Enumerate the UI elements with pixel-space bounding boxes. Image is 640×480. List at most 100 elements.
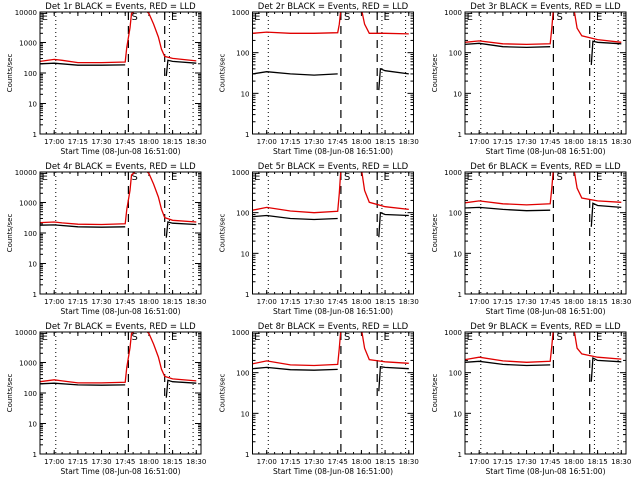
y-tick-label: 1 — [458, 291, 462, 299]
x-tick-label: 18:15 — [162, 298, 182, 306]
series-line-lld — [40, 12, 197, 64]
y-tick-label: 1 — [33, 291, 37, 299]
y-tick-label: 1000 — [19, 200, 37, 208]
y-tick-label: 10000 — [15, 169, 37, 177]
x-tick-label: 18:30 — [399, 458, 419, 466]
marker-label-s: S — [132, 332, 138, 343]
y-tick-label: 100 — [24, 230, 37, 238]
x-tick-label: 18:15 — [375, 458, 395, 466]
x-tick-label: 18:15 — [587, 138, 607, 146]
plot-frame — [39, 331, 202, 455]
series-line-lld — [252, 332, 409, 367]
chart-title: Det 8r BLACK = Events, RED = LLD — [258, 322, 409, 332]
y-tick-label: 100 — [449, 370, 462, 378]
y-axis-label: Counts/sec — [431, 374, 439, 413]
x-tick-label: 17:45 — [115, 298, 135, 306]
x-tick-label: 18:30 — [611, 458, 631, 466]
series-line-events — [252, 211, 409, 238]
plot-frame — [464, 331, 627, 455]
x-tick-label: 17:00 — [257, 138, 277, 146]
chart-panel-5: Det 5r BLACK = Events, RED = LLD Counts/s… — [219, 162, 419, 316]
marker-label-e: E — [254, 332, 260, 343]
y-tick-label: 10 — [28, 421, 37, 429]
y-axis-label: Counts/sec — [6, 214, 14, 253]
y-tick-label: 1 — [245, 291, 249, 299]
x-axis-label: Start Time (08-Jun-08 16:51:00) — [273, 147, 393, 156]
chart-title: Det 7r BLACK = Events, RED = LLD — [45, 322, 196, 332]
y-tick-label: 1000 — [19, 40, 37, 48]
plot-frame — [39, 171, 202, 295]
chart-panel-6: Det 6r BLACK = Events, RED = LLD Counts/s… — [431, 162, 631, 316]
marker-label-e: E — [254, 172, 260, 183]
x-tick-label: 18:30 — [186, 138, 206, 146]
y-tick-label: 1000 — [232, 169, 250, 177]
x-tick-label: 18:30 — [399, 138, 419, 146]
y-axis-label: Counts/sec — [219, 374, 227, 413]
x-tick-label: 17:45 — [115, 458, 135, 466]
x-tick-label: 17:00 — [469, 458, 489, 466]
x-axis-label: Start Time (08-Jun-08 16:51:00) — [486, 307, 606, 316]
x-tick-label: 18:00 — [139, 298, 159, 306]
x-tick-label: 18:30 — [186, 458, 206, 466]
x-axis-label: Start Time (08-Jun-08 16:51:00) — [273, 307, 393, 316]
y-axis-label: Counts/sec — [431, 54, 439, 93]
x-tick-label: 18:15 — [587, 298, 607, 306]
x-tick-label: 18:00 — [351, 138, 371, 146]
y-tick-label: 1000 — [232, 9, 250, 17]
x-tick-label: 17:30 — [91, 138, 111, 146]
y-tick-label: 100 — [24, 70, 37, 78]
x-tick-label: 17:45 — [328, 458, 348, 466]
plot-frame — [39, 11, 202, 135]
x-axis-label: Start Time (08-Jun-08 16:51:00) — [486, 467, 606, 476]
x-tick-label: 17:30 — [516, 138, 536, 146]
series-line-lld — [252, 12, 409, 35]
x-tick-label: 17:00 — [469, 298, 489, 306]
marker-label-e: E — [467, 172, 473, 183]
marker-label-s: S — [344, 12, 350, 23]
chart-panel-4: Det 4r BLACK = Events, RED = LLD Counts/s… — [6, 162, 206, 316]
marker-label-e: E — [384, 12, 390, 23]
marker-label-s: S — [557, 332, 563, 343]
x-tick-label: 18:30 — [611, 138, 631, 146]
marker-label-e: E — [596, 12, 602, 23]
y-tick-label: 10000 — [15, 329, 37, 337]
y-tick-label: 1 — [245, 131, 249, 139]
x-tick-label: 17:30 — [304, 458, 324, 466]
y-tick-label: 10 — [453, 90, 462, 98]
marker-label-e: E — [42, 12, 48, 23]
x-tick-label: 17:00 — [44, 458, 64, 466]
plot-frame — [464, 11, 627, 135]
chart-title: Det 2r BLACK = Events, RED = LLD — [258, 2, 409, 12]
x-tick-label: 17:45 — [328, 138, 348, 146]
chart-title: Det 9r BLACK = Events, RED = LLD — [470, 322, 621, 332]
y-tick-label: 100 — [236, 370, 249, 378]
y-tick-label: 1 — [458, 451, 462, 459]
y-axis-label: Counts/sec — [219, 54, 227, 93]
x-tick-label: 18:00 — [351, 298, 371, 306]
x-tick-label: 18:00 — [564, 138, 584, 146]
chart-panel-7: Det 7r BLACK = Events, RED = LLD Counts/s… — [6, 322, 206, 476]
x-tick-label: 18:30 — [611, 298, 631, 306]
marker-label-s: S — [344, 332, 350, 343]
x-tick-label: 18:15 — [587, 458, 607, 466]
x-tick-label: 17:30 — [516, 298, 536, 306]
marker-label-e: E — [467, 332, 473, 343]
x-tick-label: 18:00 — [139, 458, 159, 466]
x-tick-label: 17:15 — [493, 458, 513, 466]
x-axis-label: Start Time (08-Jun-08 16:51:00) — [273, 467, 393, 476]
marker-label-e: E — [384, 332, 390, 343]
y-tick-label: 1000 — [444, 329, 462, 337]
marker-label-s: S — [557, 12, 563, 23]
series-line-events — [465, 356, 622, 382]
chart-title: Det 4r BLACK = Events, RED = LLD — [45, 162, 196, 172]
marker-label-e: E — [384, 172, 390, 183]
chart-panel-1: Det 1r BLACK = Events, RED = LLD Counts/s… — [6, 2, 206, 156]
x-tick-label: 17:45 — [328, 298, 348, 306]
x-tick-label: 17:00 — [469, 138, 489, 146]
marker-label-e: E — [596, 172, 602, 183]
series-line-lld — [252, 172, 409, 214]
x-tick-label: 17:15 — [493, 298, 513, 306]
marker-label-s: S — [344, 172, 350, 183]
chart-panel-9: Det 9r BLACK = Events, RED = LLD Counts/s… — [431, 322, 631, 476]
